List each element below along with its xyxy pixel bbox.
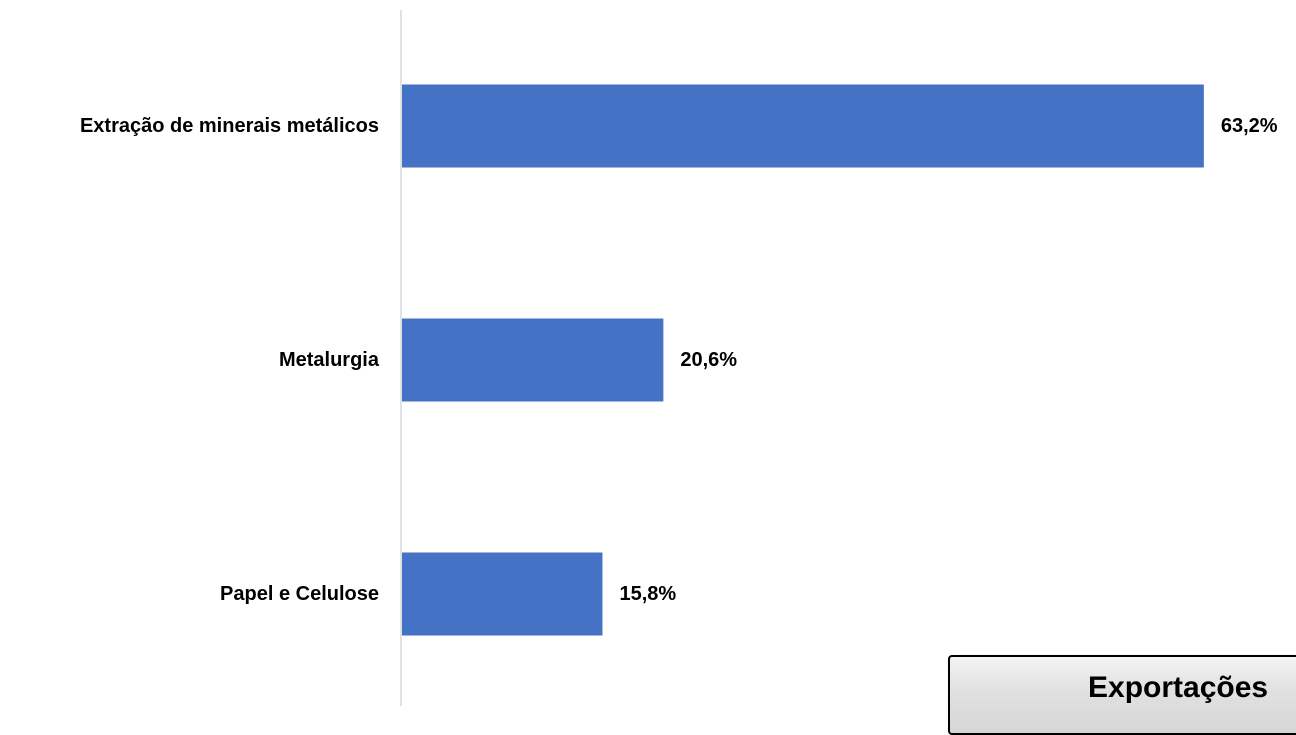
chart-canvas: Extração de minerais metálicos 63,2% Metal… <box>80 10 1278 706</box>
value-label-metalurgia: 20,6% <box>680 349 737 371</box>
exportacoes-label: Exportações <box>1088 671 1269 704</box>
bar-chart: Extração de minerais metálicos 63,2% Metal… <box>80 10 1296 735</box>
category-label-papel-e-celulose: Papel e Celulose <box>220 583 379 605</box>
bar-papel-e-celulose <box>402 552 603 636</box>
bar-extracao-de-minerais-metalicos <box>402 84 1204 168</box>
category-label-metalurgia: Metalurgia <box>279 349 380 371</box>
category-label-extracao-de-minerais-metalicos: Extração de minerais metálicos <box>80 115 379 137</box>
value-label-extracao-de-minerais-metalicos: 63,2% <box>1221 115 1278 137</box>
bar-metalurgia <box>402 318 664 402</box>
bars-group: Extração de minerais metálicos 63,2% Metal… <box>80 84 1278 636</box>
value-label-papel-e-celulose: 15,8% <box>619 583 676 605</box>
exportacoes-box: Exportações <box>948 655 1296 735</box>
